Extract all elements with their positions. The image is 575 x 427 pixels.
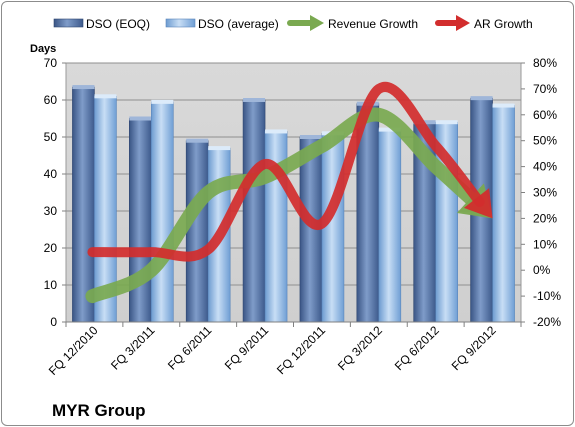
y-tick-label: 60	[44, 93, 58, 107]
y2-tick-label: 70%	[533, 82, 557, 96]
bar-dso-eoq-top	[72, 85, 95, 90]
y2-tick-label: 0%	[533, 263, 551, 277]
x-tick-label: FQ 9/2011	[222, 323, 272, 373]
bar-dso-average-top	[492, 103, 515, 108]
bar-dso-eoq-top	[470, 96, 493, 101]
x-tick-label: FQ 3/2011	[108, 323, 158, 373]
bar-dso-average-top	[208, 146, 231, 151]
x-tick-label: FQ 6/2011	[165, 323, 215, 373]
bar-dso-eoq	[185, 140, 209, 323]
growth-arrows	[85, 81, 493, 304]
bar-dso-eoq-top	[186, 138, 209, 143]
bar-dso-eoq-top	[299, 135, 322, 139]
y-tick-label: 30	[44, 204, 58, 218]
y2-tick-label: 50%	[533, 134, 557, 148]
legend-label-dso-average: DSO (average)	[198, 17, 279, 31]
y-tick-label: 40	[44, 167, 58, 181]
bar-dso-eoq-top	[129, 116, 152, 121]
ar-growth-arrow	[87, 81, 493, 262]
y-tick-label: 0	[50, 315, 57, 329]
bar-dso-average	[321, 133, 345, 323]
y2-tick-label: 60%	[533, 108, 557, 122]
y2-tick-label: 80%	[533, 56, 557, 70]
company-name: MYR Group	[52, 401, 146, 420]
legend-label-ar-growth: AR Growth	[474, 17, 533, 31]
x-axis-ticks: FQ 12/2010 FQ 3/2011 FQ 6/2011 FQ 9/2011 FQ …	[46, 321, 522, 378]
bar-dso-average-top	[151, 99, 174, 104]
bar-dso-average-top	[378, 127, 401, 132]
legend-item-ar-growth: AR Growth	[435, 15, 533, 31]
legend-item-revenue-growth: Revenue Growth	[287, 15, 418, 31]
bar-dso-average	[492, 105, 515, 323]
y2-tick-label: 40%	[533, 160, 557, 174]
bar-dso-eoq	[129, 118, 152, 323]
bar-dso-average-top	[435, 120, 458, 125]
x-tick-label: FQ 9/2012	[449, 323, 499, 373]
revenue-growth-arrow-line	[85, 107, 482, 304]
ar-growth-arrow-line	[87, 81, 485, 262]
legend-swatch-dso-average	[165, 18, 196, 28]
bar-dso-average	[378, 129, 402, 323]
legend-item-dso-eoq: DSO (EOQ)	[53, 17, 150, 31]
legend-swatch-dso-eoq	[53, 18, 84, 28]
bar-dso-average-top	[94, 94, 117, 99]
y-axis-left-ticks: 0 10 20 30 40 50 60 70	[44, 56, 66, 329]
legend-label-revenue-growth: Revenue Growth	[328, 17, 418, 31]
x-tick-label: FQ 6/2012	[392, 323, 442, 373]
legend-swatch-revenue-growth	[287, 15, 324, 31]
bar-dso-eoq	[242, 99, 266, 323]
y2-tick-label: 30%	[533, 186, 557, 200]
y-tick-label: 70	[44, 56, 58, 70]
y2-tick-label: 10%	[533, 237, 557, 251]
y-axis-title: Days	[30, 43, 56, 55]
bar-dso-average	[151, 101, 174, 323]
legend-swatch-ar-growth	[435, 15, 470, 31]
y-axis-right-ticks: -20% -10% 0% 10% 20% 30% 40% 50% 60% 70% 80%	[521, 56, 561, 329]
y-tick-label: 10	[44, 278, 58, 292]
legend-label-dso-eoq: DSO (EOQ)	[86, 17, 150, 31]
x-tick-label: FQ 12/2011	[274, 323, 328, 377]
y-tick-label: 50	[44, 130, 58, 144]
bars	[72, 85, 515, 323]
bar-dso-average-top	[265, 129, 288, 134]
y2-tick-label: -20%	[533, 315, 561, 329]
ar-growth-arrow-head	[463, 188, 493, 219]
legend-item-dso-average: DSO (average)	[165, 17, 279, 31]
x-tick-label: FQ 12/2010	[46, 323, 101, 378]
x-tick-label: FQ 3/2012	[335, 323, 385, 373]
y2-tick-label: 20%	[533, 211, 557, 225]
y-tick-label: 20	[44, 241, 58, 255]
bar-dso-eoq-top	[243, 98, 266, 102]
y2-tick-label: -10%	[533, 289, 561, 303]
legend: DSO (EOQ) DSO (average) Revenue Growth A…	[53, 15, 533, 31]
bar-dso-eoq	[72, 86, 95, 323]
